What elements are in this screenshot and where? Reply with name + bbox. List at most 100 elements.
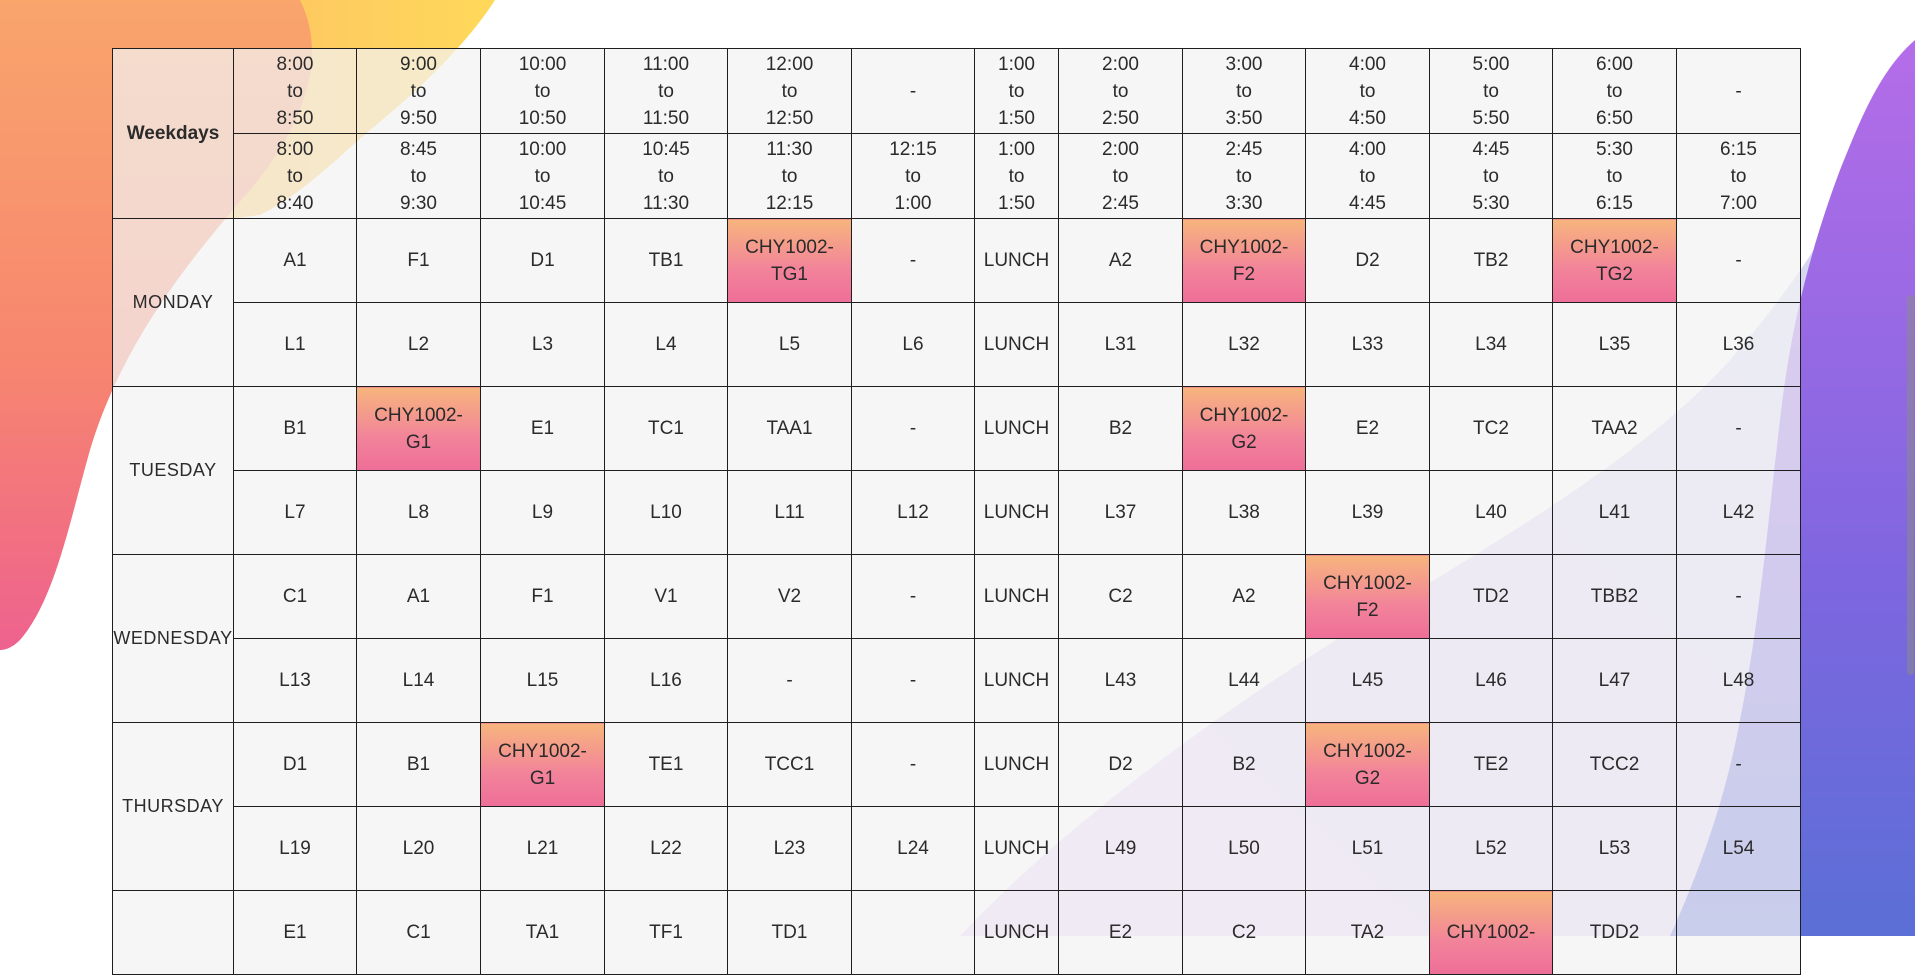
- slot-cell: TC1: [604, 386, 728, 471]
- slot-cell: -: [1676, 722, 1801, 807]
- theory-slot-row: E1 C1 TA1 TF1 TD1 LUNCH E2 C2 TA2 CHY1002- TDD2: [112, 890, 1801, 975]
- lab-cell: L14: [356, 638, 481, 723]
- theory-time-row: Weekdays 8:00 to 8:50 9:00 to 9:50 10:00 to 10:50…: [112, 48, 1801, 219]
- lab-cell: L9: [480, 470, 605, 555]
- lab-cell: L31: [1058, 302, 1183, 387]
- day-label: [112, 890, 234, 975]
- theory-time-cell: 5:00 to 5:50: [1429, 48, 1553, 134]
- lab-cell: L13: [233, 638, 357, 723]
- slot-cell: LUNCH: [974, 722, 1059, 807]
- slot-cell: F1: [480, 554, 605, 639]
- lab-cell: L35: [1552, 302, 1677, 387]
- theory-time-cell: 10:00 to 10:50: [480, 48, 605, 134]
- lab-slot-row: L7 L8 L9 L10 L11 L12 LUNCH L37 L38 L39 L40 L41 L42: [113, 470, 1801, 555]
- slot-cell: TAA1: [727, 386, 852, 471]
- scrollbar[interactable]: [1905, 0, 1915, 936]
- lab-cell: L5: [727, 302, 852, 387]
- theory-time-cell: 8:00 to 8:50: [233, 48, 357, 134]
- registered-slot-cell: CHY1002- G1: [480, 722, 605, 807]
- lab-cell: L7: [233, 470, 357, 555]
- theory-time-cell: 2:00 to 2:50: [1058, 48, 1183, 134]
- lab-cell: LUNCH: [974, 302, 1059, 387]
- lab-cell: L49: [1058, 806, 1183, 891]
- slot-cell: [851, 890, 975, 975]
- registered-slot-cell: CHY1002-: [1429, 890, 1553, 975]
- theory-time-cell: -: [1676, 48, 1801, 134]
- weekdays-header: Weekdays: [112, 48, 234, 219]
- lab-cell: L2: [356, 302, 481, 387]
- slot-cell: LUNCH: [974, 554, 1059, 639]
- slot-cell: TE2: [1429, 722, 1553, 807]
- lab-cell: L3: [480, 302, 605, 387]
- slot-cell: A2: [1058, 218, 1183, 303]
- lab-cell: L44: [1182, 638, 1306, 723]
- scrollbar-thumb[interactable]: [1907, 295, 1914, 675]
- slot-cell: -: [851, 218, 975, 303]
- day-label: TUESDAY: [112, 386, 234, 555]
- theory-time-cell: -: [851, 48, 975, 134]
- lab-cell: L23: [727, 806, 852, 891]
- slot-cell: -: [851, 386, 975, 471]
- lab-cell: L33: [1305, 302, 1430, 387]
- slot-cell: D2: [1305, 218, 1430, 303]
- lab-cell: L8: [356, 470, 481, 555]
- lab-cell: L15: [480, 638, 605, 723]
- lab-time-cell: 12:15 to 1:00: [851, 133, 975, 219]
- theory-time-cell: 1:00 to 1:50: [974, 48, 1059, 134]
- slot-cell: TBB2: [1552, 554, 1677, 639]
- slot-cell: TA2: [1305, 890, 1430, 975]
- lab-time-cell: 4:00 to 4:45: [1305, 133, 1430, 219]
- slot-cell: V1: [604, 554, 728, 639]
- slot-cell: TD2: [1429, 554, 1553, 639]
- theory-time-cell: 11:00 to 11:50: [604, 48, 728, 134]
- slot-cell: LUNCH: [974, 218, 1059, 303]
- slot-cell: B2: [1182, 722, 1306, 807]
- slot-cell: TB2: [1429, 218, 1553, 303]
- lab-slot-row: L1 L2 L3 L4 L5 L6 LUNCH L31 L32 L33 L34 L35 L36: [113, 302, 1801, 387]
- slot-cell: -: [1676, 218, 1801, 303]
- slot-cell: TF1: [604, 890, 728, 975]
- lab-cell: L51: [1305, 806, 1430, 891]
- lab-cell: L12: [851, 470, 975, 555]
- lab-time-row: 8:00 to 8:40 8:45 to 9:30 10:00 to 10:45 10:45 to 1…: [113, 133, 1801, 219]
- lab-cell: L48: [1676, 638, 1801, 723]
- theory-time-cell: 4:00 to 4:50: [1305, 48, 1430, 134]
- lab-cell: L19: [233, 806, 357, 891]
- slot-cell: LUNCH: [974, 890, 1059, 975]
- lab-cell: L1: [233, 302, 357, 387]
- lab-cell: L47: [1552, 638, 1677, 723]
- slot-cell: B2: [1058, 386, 1183, 471]
- lab-cell: LUNCH: [974, 806, 1059, 891]
- lab-cell: L22: [604, 806, 728, 891]
- slot-cell: TAA2: [1552, 386, 1677, 471]
- slot-cell: D2: [1058, 722, 1183, 807]
- slot-cell: TCC1: [727, 722, 852, 807]
- registered-slot-cell: CHY1002- F2: [1182, 218, 1306, 303]
- lab-cell: L20: [356, 806, 481, 891]
- lab-cell: L21: [480, 806, 605, 891]
- theory-slot-row: TUESDAY B1 CHY1002- G1 E1 TC1 TAA1- LUNCH B2 CHY1…: [112, 386, 1801, 555]
- slot-cell: TA1: [480, 890, 605, 975]
- timetable-container: Weekdays 8:00 to 8:50 9:00 to 9:50 10:00 to 10:50…: [112, 48, 1801, 975]
- lab-time-cell: 4:45 to 5:30: [1429, 133, 1553, 219]
- theory-time-cell: 9:00 to 9:50: [356, 48, 481, 134]
- theory-time-cell: 6:00 to 6:50: [1552, 48, 1677, 134]
- lab-cell: L53: [1552, 806, 1677, 891]
- slot-cell: TC2: [1429, 386, 1553, 471]
- day-label: THURSDAY: [112, 722, 234, 891]
- slot-cell: E1: [233, 890, 357, 975]
- theory-time-cell: 3:00 to 3:50: [1182, 48, 1306, 134]
- lab-slot-row: L13 L14 L15 L16- - LUNCH L43 L44 L45 L46 L47 L48: [113, 638, 1801, 723]
- lab-cell: L43: [1058, 638, 1183, 723]
- slot-cell: -: [851, 722, 975, 807]
- lab-cell: L10: [604, 470, 728, 555]
- slot-cell: LUNCH: [974, 386, 1059, 471]
- lab-cell: L6: [851, 302, 975, 387]
- lab-cell: L46: [1429, 638, 1553, 723]
- lab-time-cell: 2:00 to 2:45: [1058, 133, 1183, 219]
- slot-cell: B1: [233, 386, 357, 471]
- theory-slot-row: MONDAY A1 F1 D1 TB1 CHY1002- TG1- LUNCH A2 CHY100…: [112, 218, 1801, 387]
- registered-slot-cell: CHY1002- F2: [1305, 554, 1430, 639]
- slot-cell: -: [1676, 386, 1801, 471]
- registered-slot-cell: CHY1002- TG2: [1552, 218, 1677, 303]
